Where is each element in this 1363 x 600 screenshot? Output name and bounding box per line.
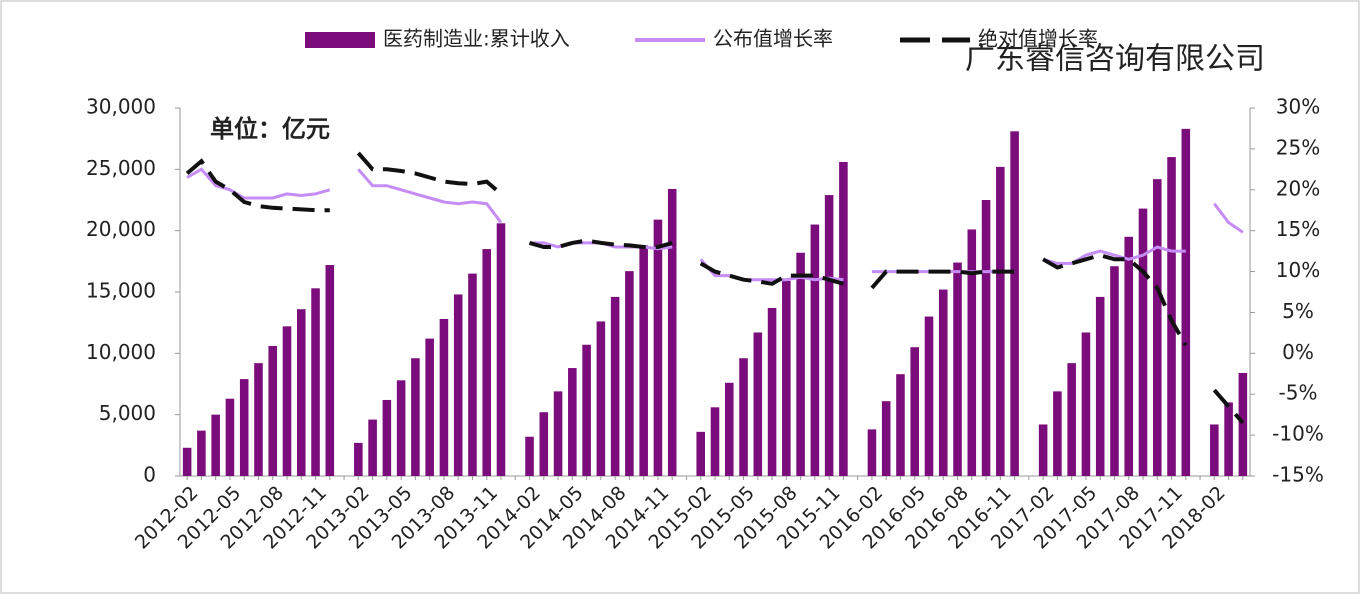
y-tick-label: 5,000	[99, 401, 156, 425]
y-tick-label: 20,000	[86, 217, 156, 241]
y-tick-label: 15,000	[86, 279, 156, 303]
bar	[396, 380, 406, 476]
bar	[254, 363, 263, 476]
bar	[468, 273, 477, 476]
bar	[710, 407, 720, 476]
bar	[211, 414, 220, 476]
y2-tick-label: -15%	[1272, 463, 1324, 487]
y2-tick-label: 30%	[1276, 95, 1320, 119]
line	[185, 151, 1245, 425]
y2-tick-label: -5%	[1279, 381, 1318, 405]
bar	[311, 288, 320, 476]
bar	[896, 374, 905, 476]
bar	[910, 347, 920, 476]
bar	[368, 419, 377, 476]
y2-tick-label: -10%	[1272, 422, 1324, 446]
bar	[1095, 296, 1105, 476]
bar	[667, 188, 677, 476]
bar	[782, 280, 791, 476]
legend-label: 医药制造业:累计收入	[383, 27, 570, 51]
bar	[553, 391, 563, 476]
bar	[824, 195, 834, 477]
bar	[1138, 208, 1148, 476]
y-tick-label: 10,000	[86, 340, 156, 364]
bar	[924, 316, 934, 476]
bar	[1081, 332, 1091, 476]
bar	[525, 436, 534, 476]
bar	[425, 338, 434, 476]
y-tick-label: 25,000	[86, 156, 156, 180]
bar	[568, 368, 577, 476]
bar	[1053, 391, 1062, 476]
bar	[596, 321, 606, 476]
bar	[625, 271, 634, 476]
bar	[696, 431, 706, 476]
bar	[996, 166, 1005, 476]
bar	[354, 442, 363, 476]
bar	[439, 318, 449, 476]
bar	[382, 399, 392, 476]
bar	[767, 307, 777, 476]
bar	[839, 161, 848, 476]
legend-label: 公布值增长率	[713, 27, 833, 51]
bar	[796, 252, 805, 476]
bar	[1224, 402, 1233, 476]
bar	[967, 229, 977, 476]
bar	[610, 296, 620, 476]
bar	[639, 245, 648, 476]
y-tick-label: 30,000	[86, 95, 156, 119]
watermark: 广东睿信咨询有限公司	[965, 42, 1265, 77]
bar	[1110, 266, 1119, 476]
bar	[1038, 424, 1048, 476]
y2-tick-label: 25%	[1276, 135, 1320, 159]
bar	[653, 219, 663, 477]
y2-tick-label: 20%	[1276, 176, 1320, 200]
bar	[1152, 179, 1162, 476]
annotation: 单位：亿元	[210, 115, 330, 143]
bar	[182, 447, 192, 476]
bar	[953, 262, 962, 476]
legend-swatch	[305, 32, 375, 48]
bar	[810, 224, 820, 476]
bar	[197, 430, 206, 476]
bar	[539, 412, 549, 476]
bar	[938, 289, 948, 476]
bar	[282, 326, 292, 476]
bar	[1210, 424, 1219, 476]
bar	[453, 294, 463, 476]
bar	[296, 309, 306, 476]
bar	[1181, 128, 1191, 476]
legend-label: 绝对值增长率	[978, 27, 1098, 51]
y-tick-label: 0	[143, 463, 156, 487]
bar	[268, 345, 278, 476]
bar	[411, 358, 420, 476]
bar	[981, 200, 991, 476]
y2-tick-label: 15%	[1276, 217, 1320, 241]
bar	[225, 398, 235, 476]
bar	[724, 382, 734, 476]
bar	[1010, 131, 1019, 476]
bar	[867, 429, 877, 476]
y2-tick-label: 0%	[1282, 340, 1314, 364]
bar	[1124, 236, 1134, 476]
bar	[496, 223, 506, 476]
bar	[482, 249, 492, 476]
bar	[1067, 363, 1076, 476]
bar	[239, 379, 249, 476]
y2-tick-label: 10%	[1276, 258, 1320, 282]
bar	[753, 332, 763, 476]
bar	[881, 401, 891, 476]
bar	[325, 265, 335, 476]
bar	[1238, 372, 1248, 476]
bar	[739, 358, 748, 476]
y2-tick-label: 5%	[1282, 299, 1314, 323]
bar	[582, 344, 591, 476]
